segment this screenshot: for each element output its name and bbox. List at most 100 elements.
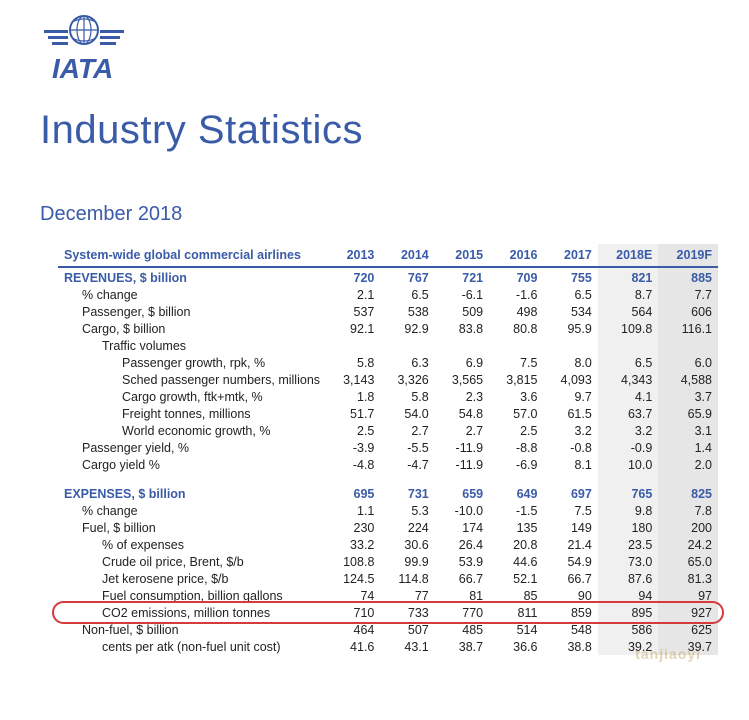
table-row: Freight tonnes, millions51.754.054.857.0… bbox=[58, 406, 718, 423]
row-label: % of expenses bbox=[58, 536, 326, 553]
cell: 2.3 bbox=[435, 389, 489, 406]
row-label: % change bbox=[58, 502, 326, 519]
cell: 8.7 bbox=[598, 287, 658, 304]
cell: 54.0 bbox=[380, 406, 434, 423]
cell: 514 bbox=[489, 621, 543, 638]
cell: 53.9 bbox=[435, 553, 489, 570]
cell: 81 bbox=[435, 587, 489, 604]
cell: 5.8 bbox=[380, 389, 434, 406]
cell: 26.4 bbox=[435, 536, 489, 553]
cell: 6.5 bbox=[380, 287, 434, 304]
cell: 2.7 bbox=[380, 423, 434, 440]
cell: 85 bbox=[489, 587, 543, 604]
cell bbox=[658, 338, 718, 355]
cell: 8.1 bbox=[543, 457, 597, 474]
cell: 95.9 bbox=[543, 321, 597, 338]
cell: 710 bbox=[326, 604, 380, 621]
cell: 625 bbox=[658, 621, 718, 638]
table-row: Cargo growth, ftk+mtk, %1.85.82.33.69.74… bbox=[58, 389, 718, 406]
cell: 3.1 bbox=[658, 423, 718, 440]
cell: 97 bbox=[658, 587, 718, 604]
cell: 66.7 bbox=[543, 570, 597, 587]
cell: 6.5 bbox=[598, 355, 658, 372]
table-row: Jet kerosene price, $/b124.5114.866.752.… bbox=[58, 570, 718, 587]
table-header: System-wide global commercial airlines 20… bbox=[58, 244, 718, 267]
row-label: Cargo growth, ftk+mtk, % bbox=[58, 389, 326, 406]
cell: 4,343 bbox=[598, 372, 658, 389]
year-header: 2018E bbox=[598, 244, 658, 267]
cell: 9.8 bbox=[598, 502, 658, 519]
cell: 20.8 bbox=[489, 536, 543, 553]
cell: 174 bbox=[435, 519, 489, 536]
cell: 498 bbox=[489, 304, 543, 321]
cell: 4.1 bbox=[598, 389, 658, 406]
cell bbox=[326, 338, 380, 355]
cell: 5.3 bbox=[380, 502, 434, 519]
cell: 2.0 bbox=[658, 457, 718, 474]
cell: 537 bbox=[326, 304, 380, 321]
cell: 38.8 bbox=[543, 638, 597, 655]
page-subtitle: December 2018 bbox=[40, 203, 709, 226]
cell: 66.7 bbox=[435, 570, 489, 587]
cell: -4.7 bbox=[380, 457, 434, 474]
cell: 54.8 bbox=[435, 406, 489, 423]
year-header: 2017 bbox=[543, 244, 597, 267]
cell: 927 bbox=[658, 604, 718, 621]
cell: 44.6 bbox=[489, 553, 543, 570]
cell: 92.9 bbox=[380, 321, 434, 338]
cell: 3,565 bbox=[435, 372, 489, 389]
cell: 92.1 bbox=[326, 321, 380, 338]
cell: 9.7 bbox=[543, 389, 597, 406]
cell: 124.5 bbox=[326, 570, 380, 587]
cell: 94 bbox=[598, 587, 658, 604]
table-row: World economic growth, %2.52.72.72.53.23… bbox=[58, 423, 718, 440]
cell: -3.9 bbox=[326, 440, 380, 457]
cell: 2.5 bbox=[489, 423, 543, 440]
cell bbox=[598, 338, 658, 355]
table-body: REVENUES, $ billion720767721709755821885… bbox=[58, 267, 718, 655]
row-label: Crude oil price, Brent, $/b bbox=[58, 553, 326, 570]
cell: 6.3 bbox=[380, 355, 434, 372]
section-head-row: EXPENSES, $ billion695731659649697765825 bbox=[58, 484, 718, 503]
table-row: Fuel, $ billion230224174135149180200 bbox=[58, 519, 718, 536]
cell: 765 bbox=[598, 484, 658, 503]
cell: -5.5 bbox=[380, 440, 434, 457]
cell: 81.3 bbox=[658, 570, 718, 587]
cell: 464 bbox=[326, 621, 380, 638]
table-row: % of expenses33.230.626.420.821.423.524.… bbox=[58, 536, 718, 553]
cell: 3,815 bbox=[489, 372, 543, 389]
cell: 733 bbox=[380, 604, 434, 621]
cell: 6.5 bbox=[543, 287, 597, 304]
cell: 721 bbox=[435, 267, 489, 287]
cell: 114.8 bbox=[380, 570, 434, 587]
year-header: 2019F bbox=[658, 244, 718, 267]
row-label: Freight tonnes, millions bbox=[58, 406, 326, 423]
cell: 87.6 bbox=[598, 570, 658, 587]
row-label: Fuel consumption, billion gallons bbox=[58, 587, 326, 604]
cell: 7.7 bbox=[658, 287, 718, 304]
header-label: System-wide global commercial airlines bbox=[58, 244, 326, 267]
row-label: Cargo yield % bbox=[58, 457, 326, 474]
cell: 755 bbox=[543, 267, 597, 287]
cell: 77 bbox=[380, 587, 434, 604]
cell bbox=[489, 338, 543, 355]
row-label: cents per atk (non-fuel unit cost) bbox=[58, 638, 326, 655]
cell: 109.8 bbox=[598, 321, 658, 338]
cell: 21.4 bbox=[543, 536, 597, 553]
cell: 6.0 bbox=[658, 355, 718, 372]
row-label: Sched passenger numbers, millions bbox=[58, 372, 326, 389]
cell: -1.5 bbox=[489, 502, 543, 519]
gap-row bbox=[58, 474, 718, 484]
cell: 36.6 bbox=[489, 638, 543, 655]
cell: 90 bbox=[543, 587, 597, 604]
cell: 3.7 bbox=[658, 389, 718, 406]
cell: 507 bbox=[380, 621, 434, 638]
cell: 534 bbox=[543, 304, 597, 321]
cell: 538 bbox=[380, 304, 434, 321]
cell: 7.5 bbox=[489, 355, 543, 372]
cell: 564 bbox=[598, 304, 658, 321]
cell: 6.9 bbox=[435, 355, 489, 372]
year-header: 2016 bbox=[489, 244, 543, 267]
cell bbox=[380, 338, 434, 355]
cell: -0.8 bbox=[543, 440, 597, 457]
